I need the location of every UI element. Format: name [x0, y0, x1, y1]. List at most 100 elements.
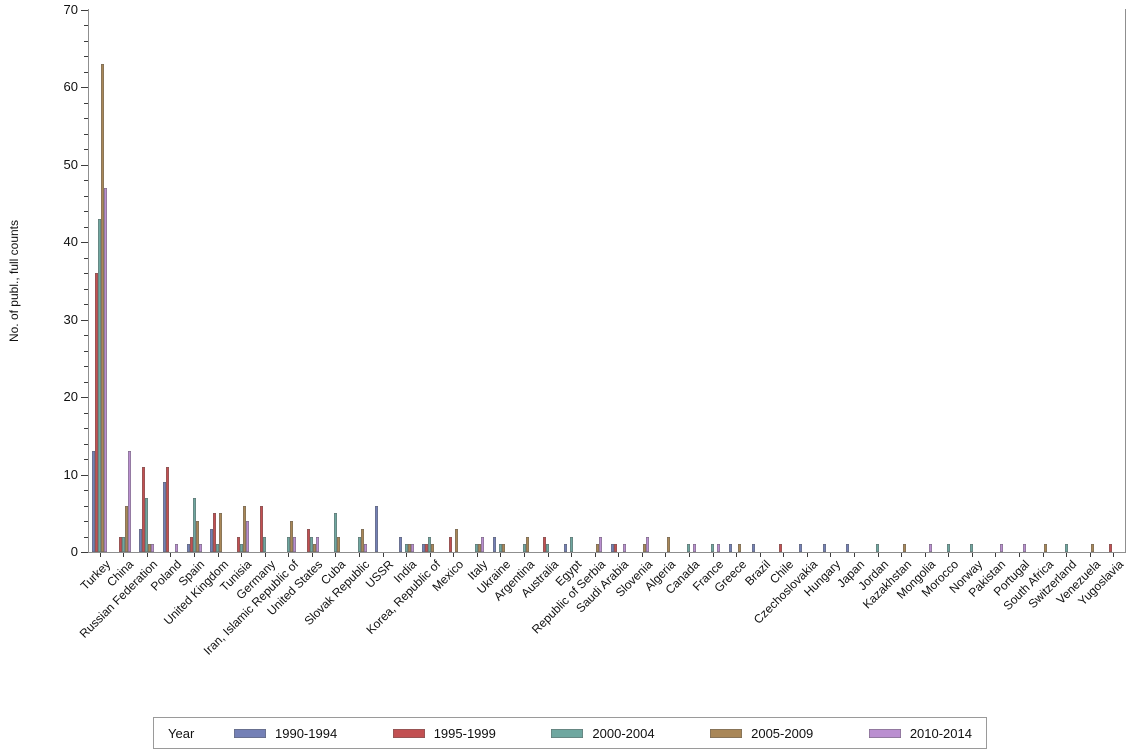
- x-tick: [1018, 553, 1020, 557]
- legend-label: 2010-2014: [909, 725, 972, 741]
- bar-mexico-2005-2009: [454, 528, 458, 552]
- bar-korea-republic-of-1990-1994: [422, 544, 426, 552]
- x-tick: [594, 553, 596, 557]
- bar-iran-islamic-republic-of-2005-2009: [289, 521, 293, 552]
- bar-saudi-arabia-1995-1999: [613, 544, 617, 552]
- bar-slovenia-2010-2014: [646, 536, 650, 552]
- bar-poland-1990-1994: [162, 482, 166, 552]
- bar-brazil-1990-1994: [752, 544, 756, 552]
- legend-label: 1990-1994: [275, 725, 338, 741]
- x-tick: [571, 553, 573, 557]
- y-minor-tick: [84, 25, 88, 27]
- bar-south-africa-2005-2009: [1044, 544, 1047, 552]
- bar-australia-2000-2004: [546, 544, 550, 552]
- bar-china-2005-2009: [124, 505, 128, 552]
- bar-turkey-1990-1994: [92, 451, 96, 552]
- x-tick: [217, 553, 219, 557]
- y-tick-label: 10: [63, 466, 78, 482]
- y-tick-label: 20: [63, 389, 78, 405]
- bar-united-kingdom-1995-1999: [213, 513, 217, 552]
- y-minor-tick: [84, 40, 88, 42]
- bar-yugoslavia-1995-1999: [1108, 544, 1112, 552]
- y-tick-label: 40: [63, 234, 78, 250]
- y-minor-tick: [84, 536, 88, 538]
- bar-greece-1990-1994: [728, 544, 732, 552]
- y-minor-tick: [84, 288, 88, 290]
- bar-argentina-2005-2009: [525, 536, 529, 552]
- legend-item-1990-1994: 1990-1994: [234, 726, 337, 741]
- x-tick: [1089, 553, 1091, 557]
- bar-turkey-2005-2009: [101, 64, 105, 552]
- bar-russian-federation-2010-2014: [151, 544, 155, 552]
- bar-venezuela-2005-2009: [1091, 544, 1095, 552]
- bar-russian-federation-1995-1999: [142, 466, 146, 552]
- y-major-tick: [81, 397, 88, 399]
- bar-slovak-republic-2010-2014: [363, 544, 367, 552]
- x-tick: [901, 553, 903, 557]
- bar-saudi-arabia-2010-2014: [622, 544, 626, 552]
- y-minor-tick: [84, 195, 88, 197]
- x-tick: [382, 553, 384, 557]
- bar-turkey-2010-2014: [104, 188, 108, 552]
- x-tick: [877, 553, 879, 557]
- x-tick: [618, 553, 620, 557]
- bar-india-1990-1994: [398, 536, 402, 552]
- y-minor-tick: [84, 304, 88, 306]
- bar-greece-2005-2009: [737, 544, 741, 552]
- x-tick: [170, 553, 172, 557]
- x-tick: [759, 553, 761, 557]
- bar-united-states-2000-2004: [310, 536, 314, 552]
- bar-france-2000-2004: [711, 544, 715, 552]
- y-minor-tick: [84, 443, 88, 445]
- y-minor-tick: [84, 459, 88, 461]
- y-major-tick: [81, 242, 88, 244]
- x-tick: [712, 553, 714, 557]
- x-tick: [476, 553, 478, 557]
- bar-tunisia-2000-2004: [239, 544, 243, 552]
- y-minor-tick: [84, 366, 88, 368]
- x-tick: [1066, 553, 1068, 557]
- x-tick: [948, 553, 950, 557]
- bar-united-kingdom-2000-2004: [216, 544, 220, 552]
- x-tick: [995, 553, 997, 557]
- y-major-tick: [81, 164, 88, 166]
- bar-slovak-republic-2005-2009: [360, 528, 364, 552]
- legend-item-1995-1999: 1995-1999: [392, 726, 496, 741]
- y-minor-tick: [84, 428, 88, 430]
- bar-russian-federation-2000-2004: [145, 497, 149, 552]
- bar-norway-2000-2004: [970, 544, 974, 552]
- bar-jordan-2000-2004: [876, 544, 880, 552]
- x-tick: [288, 553, 290, 557]
- y-major-tick: [81, 9, 88, 11]
- bar-egypt-1990-1994: [563, 544, 567, 552]
- y-minor-tick: [84, 180, 88, 182]
- x-tick: [547, 553, 549, 557]
- bar-pakistan-2010-2014: [999, 544, 1003, 552]
- x-tick: [924, 553, 926, 557]
- x-tick: [264, 553, 266, 557]
- x-tick: [783, 553, 785, 557]
- y-tick-label: 50: [63, 156, 78, 172]
- legend-swatch-1990-1994: [234, 728, 266, 738]
- y-tick-label: 0: [70, 544, 78, 559]
- y-major-tick: [81, 319, 88, 321]
- bar-turkey-2000-2004: [98, 219, 102, 552]
- legend: Year 1990-1994 1995-1999 2000-2004 2005-200…: [153, 717, 987, 749]
- bar-hungary-1990-1994: [822, 544, 826, 552]
- bar-italy-2005-2009: [478, 544, 482, 552]
- y-minor-tick: [84, 56, 88, 58]
- y-minor-tick: [84, 149, 88, 151]
- bar-iran-islamic-republic-of-2010-2014: [292, 536, 296, 552]
- y-major-tick: [81, 552, 88, 553]
- bar-korea-republic-of-2005-2009: [431, 544, 435, 552]
- y-minor-tick: [84, 211, 88, 213]
- bar-spain-2010-2014: [198, 544, 202, 552]
- bar-china-2010-2014: [127, 451, 131, 552]
- x-tick: [830, 553, 832, 557]
- y-minor-tick: [84, 381, 88, 383]
- bar-slovak-republic-2000-2004: [357, 536, 361, 552]
- y-minor-tick: [84, 257, 88, 259]
- bar-spain-2000-2004: [192, 497, 196, 552]
- x-tick: [806, 553, 808, 557]
